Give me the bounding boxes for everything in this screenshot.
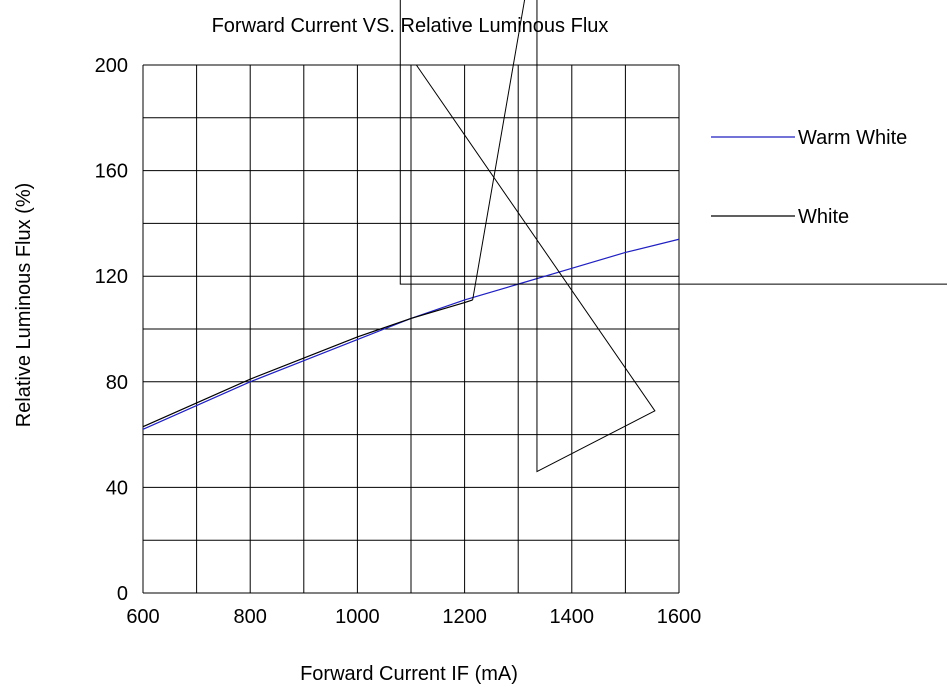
y-tick-label: 0 — [117, 583, 128, 605]
y-tick-label: 160 — [95, 161, 128, 183]
x-tick-label: 1000 — [335, 606, 380, 628]
x-tick-label: 800 — [234, 606, 267, 628]
tick-labels: 600 800 1000 1200 1400 1600 0 40 80 120 160 200 — [95, 55, 702, 628]
legend-label: White — [798, 206, 849, 228]
series-stroke-white — [415, 0, 656, 473]
chart-title: Forward Current VS. Relative Luminous Fl… — [212, 15, 609, 37]
y-tick-label: 200 — [95, 55, 128, 77]
y-tick-label: 80 — [106, 372, 128, 394]
legend: Warm White White — [711, 127, 907, 228]
series-stroke-white — [399, 0, 947, 285]
y-tick-label: 120 — [95, 266, 128, 288]
series-stroke-white — [472, 0, 526, 301]
series-group — [142, 0, 947, 473]
legend-label: Warm White — [798, 127, 907, 149]
series-line-white — [142, 299, 473, 428]
x-tick-label: 1600 — [657, 606, 702, 628]
x-tick-label: 600 — [126, 606, 159, 628]
x-tick-label: 1200 — [442, 606, 487, 628]
y-axis-label: Relative Luminous Flux (%) — [13, 183, 35, 428]
x-axis-label: Forward Current IF (mA) — [300, 663, 518, 685]
x-tick-label: 1400 — [550, 606, 595, 628]
y-tick-label: 40 — [106, 477, 128, 499]
grid — [142, 64, 680, 594]
